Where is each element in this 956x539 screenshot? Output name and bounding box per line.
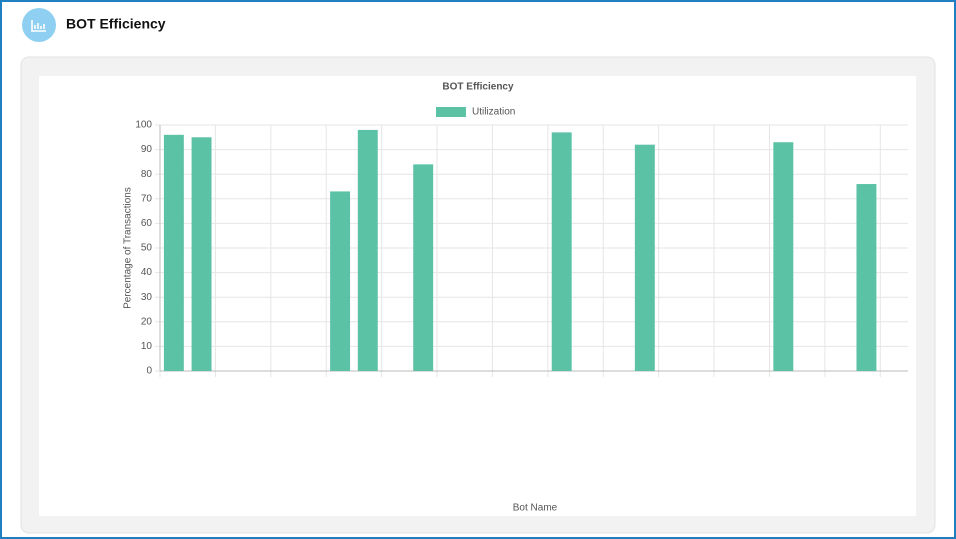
bar [163, 134, 184, 371]
bar [634, 144, 655, 371]
header-title: BOT Efficiency [66, 16, 166, 32]
y-tick-label: 90 [141, 144, 153, 155]
y-tick-label: 20 [141, 316, 153, 327]
legend-label: Utilization [472, 107, 515, 118]
bar [191, 137, 212, 371]
legend-swatch [436, 107, 466, 117]
y-tick-label: 30 [141, 292, 153, 303]
y-tick-label: 10 [141, 341, 153, 352]
bar [357, 129, 378, 371]
x-axis-title: Bot Name [513, 503, 558, 514]
icon-glyph [31, 20, 46, 32]
chart-title: BOT Efficiency [442, 82, 514, 93]
y-tick-label: 40 [141, 267, 153, 278]
y-tick-label: 80 [141, 169, 153, 180]
y-tick-label: 100 [135, 120, 152, 131]
y-tick-label: 70 [141, 193, 153, 204]
bar [551, 132, 572, 371]
bar [413, 164, 434, 371]
y-tick-label: 50 [141, 243, 153, 254]
bar [330, 191, 351, 371]
header-icon [22, 8, 56, 42]
y-tick-label: 60 [141, 218, 153, 229]
bar [856, 184, 877, 371]
y-tick-label: 0 [146, 366, 152, 377]
bar [773, 142, 794, 371]
y-axis-title: Percentage of Transactions [123, 187, 134, 309]
